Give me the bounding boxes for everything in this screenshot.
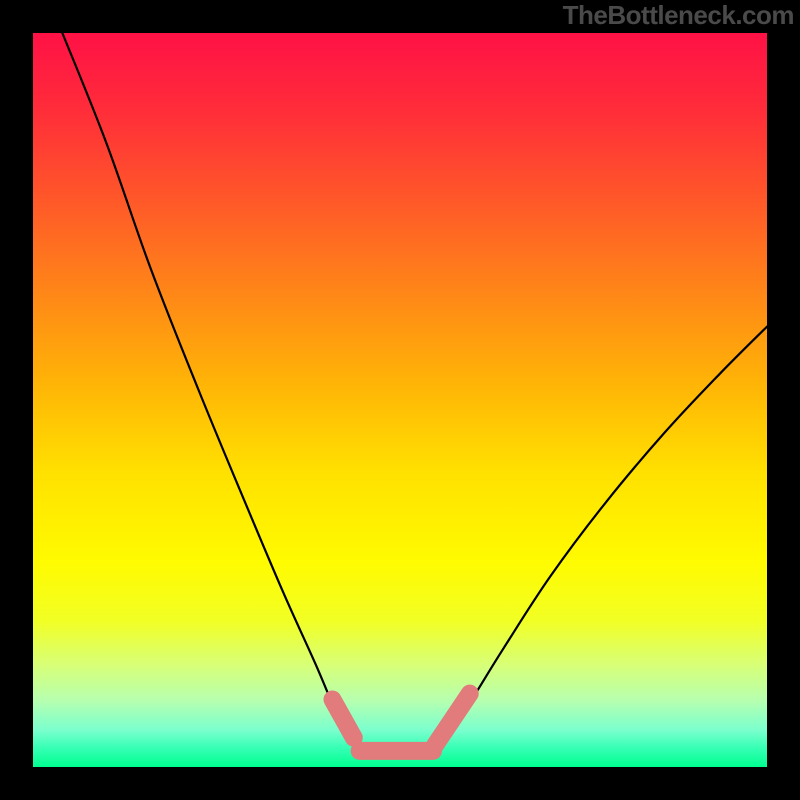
plot-area	[33, 33, 767, 767]
watermark-text: TheBottleneck.com	[563, 0, 794, 31]
